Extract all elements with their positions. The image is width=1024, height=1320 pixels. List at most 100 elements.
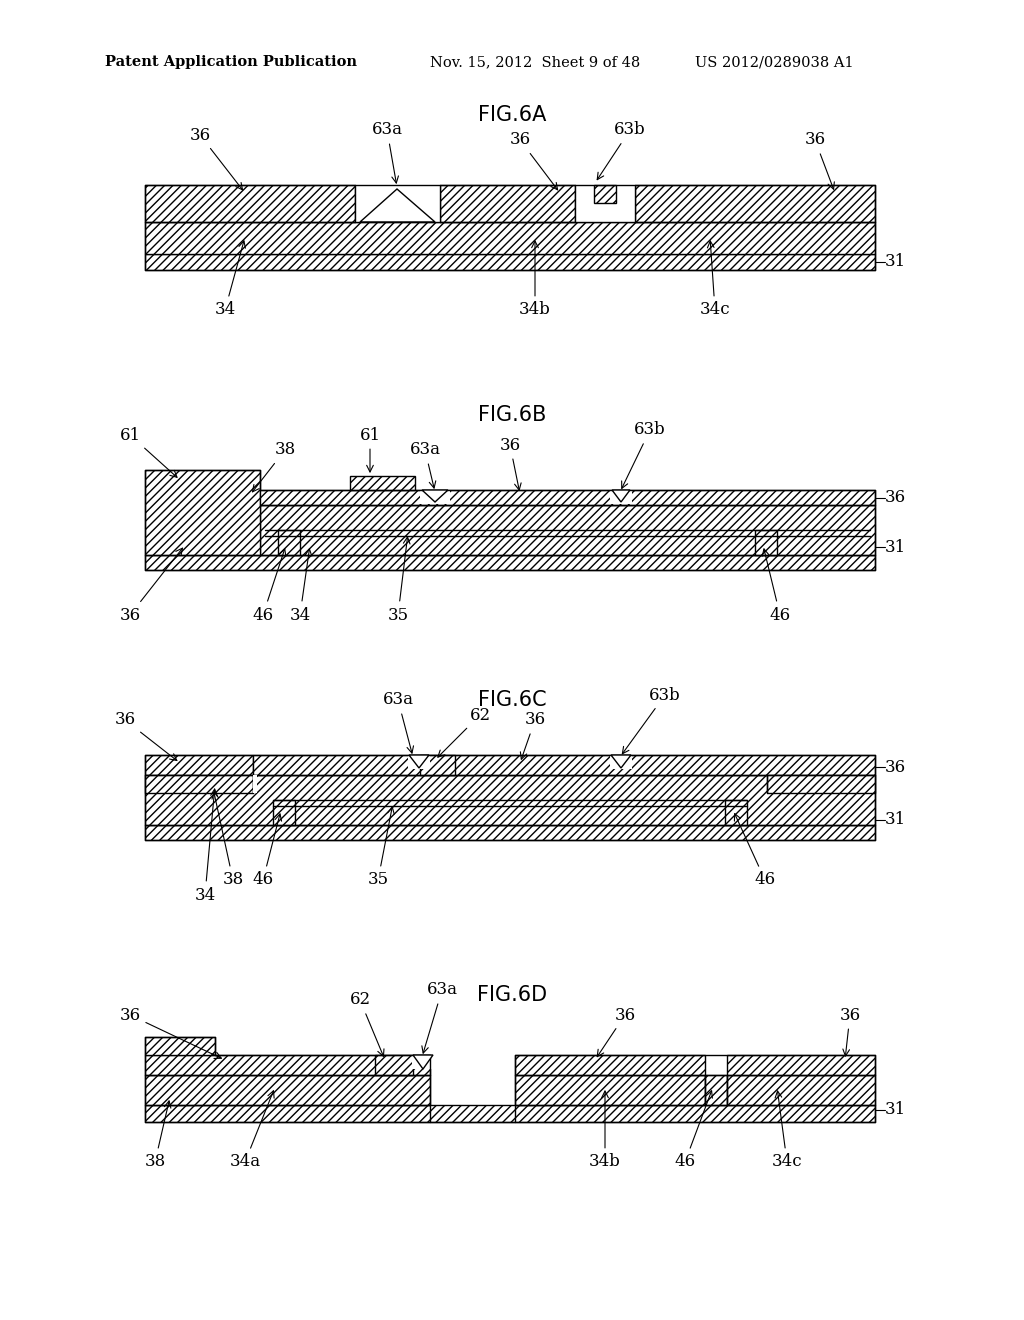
Text: 35: 35	[368, 807, 394, 888]
Text: 31: 31	[885, 539, 906, 556]
Bar	[727, 1055, 874, 1074]
Polygon shape	[611, 755, 631, 768]
Polygon shape	[413, 1055, 433, 1069]
Bar	[412, 1055, 434, 1069]
Text: 46: 46	[253, 549, 286, 623]
Bar	[145, 185, 355, 222]
Text: 34: 34	[214, 240, 246, 318]
Text: 63a: 63a	[422, 982, 458, 1053]
Text: 34c: 34c	[772, 1092, 803, 1171]
Text: 34: 34	[290, 549, 311, 623]
Bar	[727, 1074, 874, 1105]
Bar	[725, 800, 746, 825]
Text: 36: 36	[885, 490, 906, 507]
Text: 34: 34	[195, 789, 217, 903]
Bar	[705, 1074, 727, 1105]
Bar	[253, 755, 874, 775]
Text: 46: 46	[675, 1090, 713, 1171]
Bar	[375, 1055, 413, 1074]
Text: 31: 31	[885, 1101, 906, 1118]
Text: Nov. 15, 2012  Sheet 9 of 48: Nov. 15, 2012 Sheet 9 of 48	[430, 55, 640, 69]
Text: 36: 36	[885, 759, 906, 776]
Polygon shape	[360, 189, 435, 222]
Bar	[145, 1074, 430, 1105]
Text: 36: 36	[597, 1006, 636, 1056]
Text: FIG.6D: FIG.6D	[477, 985, 547, 1005]
Bar	[767, 775, 874, 793]
Polygon shape	[422, 490, 449, 502]
Bar	[145, 470, 260, 554]
Bar	[635, 185, 874, 222]
Bar	[145, 554, 874, 570]
Bar	[575, 185, 594, 222]
Text: 63a: 63a	[410, 441, 440, 488]
Text: 31: 31	[885, 812, 906, 829]
Text: 46: 46	[253, 814, 282, 888]
Text: 38: 38	[144, 1101, 171, 1171]
Text: 46: 46	[734, 813, 775, 888]
Bar	[408, 755, 430, 770]
Text: 38: 38	[212, 792, 244, 888]
Bar	[145, 755, 253, 775]
Bar	[145, 775, 874, 825]
Text: 34b: 34b	[519, 242, 551, 318]
Text: 36: 36	[120, 548, 182, 623]
Bar	[420, 755, 455, 775]
Text: Patent Application Publication: Patent Application Publication	[105, 55, 357, 69]
Bar	[145, 253, 874, 271]
Text: US 2012/0289038 A1: US 2012/0289038 A1	[695, 55, 854, 69]
Bar	[278, 531, 300, 554]
Text: 36: 36	[520, 711, 546, 759]
Bar	[515, 1074, 705, 1105]
Bar	[253, 775, 257, 793]
Bar	[420, 490, 450, 504]
Text: 36: 36	[500, 437, 521, 490]
Text: 31: 31	[885, 253, 906, 271]
Text: FIG.6B: FIG.6B	[478, 405, 546, 425]
Bar	[515, 1055, 705, 1074]
Text: FIG.6A: FIG.6A	[478, 106, 546, 125]
Bar	[145, 775, 253, 793]
Text: 38: 38	[253, 441, 296, 492]
Bar	[610, 755, 632, 770]
Bar	[260, 490, 874, 506]
Text: 62: 62	[438, 706, 490, 758]
Bar	[610, 490, 632, 504]
Bar	[145, 222, 874, 253]
Text: 34c: 34c	[699, 242, 730, 318]
Text: 62: 62	[349, 991, 384, 1056]
Bar	[755, 531, 777, 554]
Bar	[145, 1038, 215, 1055]
Bar	[145, 1055, 430, 1074]
Text: 36: 36	[115, 711, 177, 760]
Bar	[594, 185, 616, 203]
Polygon shape	[612, 490, 630, 502]
Bar	[440, 185, 575, 222]
Text: 46: 46	[762, 549, 791, 623]
Bar	[145, 1105, 874, 1122]
Polygon shape	[409, 755, 429, 768]
Text: 63a: 63a	[383, 692, 414, 754]
Text: 34a: 34a	[229, 1090, 274, 1171]
Bar	[355, 185, 440, 222]
Text: 63b: 63b	[623, 686, 681, 754]
Text: 36: 36	[120, 1006, 221, 1059]
Text: 36: 36	[189, 127, 243, 190]
Text: 61: 61	[359, 426, 381, 473]
Bar	[616, 185, 635, 222]
Bar	[575, 185, 635, 222]
Text: 63b: 63b	[597, 121, 646, 180]
Text: 36: 36	[805, 132, 835, 189]
Text: 35: 35	[387, 537, 410, 623]
Text: 63a: 63a	[372, 121, 402, 183]
Bar	[145, 825, 874, 840]
Bar	[273, 800, 295, 825]
Text: 36: 36	[840, 1006, 860, 1056]
Bar	[260, 506, 874, 554]
Bar	[350, 477, 415, 490]
Text: 61: 61	[120, 426, 177, 478]
Text: FIG.6C: FIG.6C	[477, 690, 547, 710]
Text: 36: 36	[509, 132, 558, 190]
Text: 34b: 34b	[589, 1092, 621, 1171]
Text: 63b: 63b	[622, 421, 666, 488]
